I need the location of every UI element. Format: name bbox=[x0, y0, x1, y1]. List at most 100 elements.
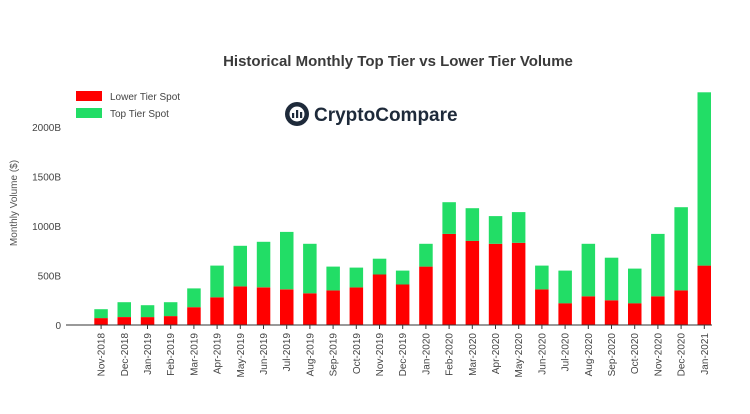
bar-top-tier-spot bbox=[651, 233, 665, 297]
bar-top-tier-spot bbox=[210, 265, 224, 298]
bar-top-tier-spot bbox=[628, 268, 642, 304]
x-tick-label: Jul-2019 bbox=[282, 333, 293, 372]
x-tick-label: Jun-2020 bbox=[537, 333, 548, 375]
bar-top-tier-spot bbox=[674, 207, 688, 291]
x-axis: Nov-2018 Dec-2018 Jan-2019 Feb-2019 Mar-2019… bbox=[97, 325, 711, 377]
bar-top-tier-spot bbox=[163, 302, 178, 317]
bar-lower-tier-spot bbox=[419, 266, 433, 325]
bar-top-tier-spot bbox=[233, 245, 247, 287]
bar-lower-tier-spot bbox=[280, 289, 294, 325]
bar-top-tier-spot bbox=[511, 212, 526, 243]
bar-top-tier-spot bbox=[465, 208, 480, 241]
x-tick-label: Nov-2020 bbox=[653, 333, 664, 377]
bar-lower-tier-spot bbox=[558, 303, 572, 325]
x-tick-label: Oct-2019 bbox=[352, 333, 363, 375]
bar-lower-tier-spot bbox=[117, 317, 131, 325]
x-tick-label: Aug-2019 bbox=[305, 333, 316, 377]
bar-lower-tier-spot bbox=[210, 297, 224, 325]
x-tick-label: May-2020 bbox=[514, 333, 525, 378]
x-tick-label: Aug-2020 bbox=[584, 333, 595, 377]
bar-lower-tier-spot bbox=[604, 300, 619, 326]
x-tick-label: Apr-2019 bbox=[213, 333, 224, 375]
bar-lower-tier-spot bbox=[94, 318, 108, 325]
bar-top-tier-spot bbox=[581, 243, 596, 297]
y-tick-label: 1500B bbox=[32, 173, 61, 184]
bar-lower-tier-spot bbox=[395, 284, 410, 325]
bar-top-tier-spot bbox=[303, 243, 317, 294]
bar-top-tier-spot bbox=[349, 267, 364, 288]
bar-top-tier-spot bbox=[697, 92, 711, 266]
chart-title: Historical Monthly Top Tier vs Lower Tie… bbox=[223, 53, 573, 70]
x-tick-label: Jan-2019 bbox=[143, 333, 154, 375]
x-tick-label: Dec-2019 bbox=[398, 333, 409, 377]
bar-top-tier-spot bbox=[535, 265, 549, 290]
bar-top-tier-spot bbox=[395, 270, 410, 285]
logo-text: CryptoCompare bbox=[314, 105, 458, 126]
x-tick-label: Dec-2020 bbox=[677, 333, 688, 377]
legend-swatch-top-tier bbox=[76, 108, 102, 118]
x-tick-label: May-2019 bbox=[236, 333, 247, 378]
bar-top-tier-spot bbox=[280, 231, 294, 290]
bar-top-tier-spot bbox=[187, 288, 201, 308]
bar-top-tier-spot bbox=[140, 305, 155, 318]
bar-lower-tier-spot bbox=[442, 233, 456, 325]
x-tick-label: Mar-2020 bbox=[468, 333, 479, 376]
x-tick-label: Nov-2019 bbox=[375, 333, 386, 377]
bar-lower-tier-spot bbox=[651, 296, 665, 325]
bar-lower-tier-spot bbox=[233, 286, 247, 325]
y-axis-label: Monthly Volume ($) bbox=[9, 160, 20, 246]
x-tick-label: Jan-2020 bbox=[421, 333, 432, 375]
bar-lower-tier-spot bbox=[511, 242, 526, 325]
y-tick-label: 500B bbox=[38, 272, 62, 283]
bar-lower-tier-spot bbox=[581, 296, 596, 325]
bar-lower-tier-spot bbox=[372, 274, 387, 325]
legend-swatch-lower-tier bbox=[76, 91, 102, 101]
legend-label-lower-tier: Lower Tier Spot bbox=[110, 92, 180, 103]
bar-top-tier-spot bbox=[558, 270, 572, 304]
y-tick-label: 0 bbox=[55, 321, 61, 332]
bar-lower-tier-spot bbox=[488, 243, 503, 325]
bars bbox=[94, 92, 711, 326]
bar-top-tier-spot bbox=[94, 309, 108, 319]
bar-lower-tier-spot bbox=[535, 289, 549, 325]
x-tick-label: Sep-2019 bbox=[329, 333, 340, 377]
x-tick-label: Jan-2021 bbox=[700, 333, 711, 375]
bar-lower-tier-spot bbox=[465, 240, 480, 325]
bar-lower-tier-spot bbox=[697, 265, 711, 325]
bar-top-tier-spot bbox=[372, 258, 387, 275]
legend: Lower Tier Spot Top Tier Spot bbox=[76, 91, 180, 120]
bar-top-tier-spot bbox=[442, 202, 456, 234]
x-tick-label: Jun-2019 bbox=[259, 333, 270, 375]
bar-lower-tier-spot bbox=[628, 303, 642, 325]
x-tick-label: Sep-2020 bbox=[607, 333, 618, 377]
bar-top-tier-spot bbox=[117, 302, 131, 317]
bar-lower-tier-spot bbox=[349, 287, 364, 325]
legend-label-top-tier: Top Tier Spot bbox=[110, 109, 169, 120]
x-tick-label: Jul-2020 bbox=[561, 333, 572, 372]
y-tick-label: 2000B bbox=[32, 123, 61, 134]
bar-top-tier-spot bbox=[326, 266, 340, 291]
cryptocompare-logo: CryptoCompare bbox=[285, 102, 458, 126]
x-tick-label: Feb-2020 bbox=[445, 333, 456, 376]
y-tick-label: 1000B bbox=[32, 222, 61, 233]
x-tick-label: Oct-2020 bbox=[630, 333, 641, 375]
cryptocompare-logo-icon bbox=[285, 102, 309, 126]
x-tick-label: Nov-2018 bbox=[97, 333, 108, 377]
bar-lower-tier-spot bbox=[163, 316, 178, 325]
bar-top-tier-spot bbox=[419, 243, 433, 267]
y-axis: 0 500B 1000B 1500B 2000B bbox=[32, 123, 61, 332]
bar-lower-tier-spot bbox=[303, 293, 317, 325]
bar-top-tier-spot bbox=[488, 216, 503, 244]
bar-lower-tier-spot bbox=[326, 290, 340, 325]
bar-lower-tier-spot bbox=[674, 290, 688, 325]
x-tick-label: Dec-2018 bbox=[120, 333, 131, 377]
bar-lower-tier-spot bbox=[187, 307, 201, 325]
bar-lower-tier-spot bbox=[256, 287, 271, 325]
x-tick-label: Apr-2020 bbox=[491, 333, 502, 375]
x-tick-label: Mar-2019 bbox=[189, 333, 200, 376]
bar-top-tier-spot bbox=[604, 257, 619, 301]
bar-lower-tier-spot bbox=[140, 317, 155, 325]
bar-top-tier-spot bbox=[256, 241, 271, 288]
x-tick-label: Feb-2019 bbox=[166, 333, 177, 376]
